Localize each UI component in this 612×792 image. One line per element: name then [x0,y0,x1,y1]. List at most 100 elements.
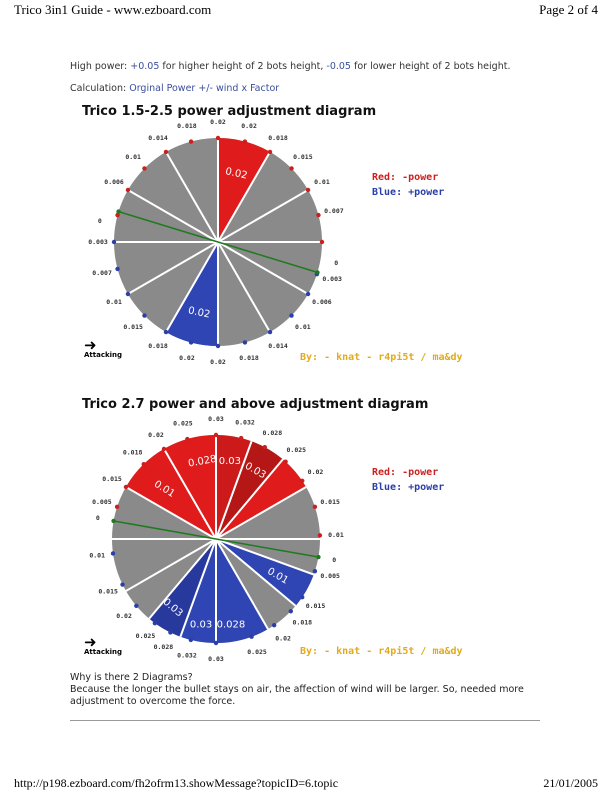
diagram1-angle-label: 0.02 [179,354,195,362]
diagram2-angle-label: 0.015 [102,475,122,483]
divider [70,720,540,721]
diagram2-marker-dot [312,504,318,510]
diagram2-colored-sector [216,459,307,539]
diagram2-colored-sector [149,539,216,637]
diagram1-marker-dot [215,135,221,141]
diagram2-marker-dot [312,568,318,574]
diagram2-angle-label: 0.01 [328,531,344,539]
diagram1-divider-line [127,189,219,243]
diagram2-marker-dot [317,533,323,538]
diagram1-wind-line [116,210,320,274]
diagram2-marker-dot [238,435,244,441]
diagram2-marker-dot [110,551,116,556]
diagram2-marker-dot [300,594,305,600]
diagram1-angle-label: 0.014 [268,342,288,350]
diagram2-angle-label: 0.025 [247,648,267,656]
diagram1-marker-dot [142,166,147,171]
diagram2-angle-label: 0.018 [293,618,313,626]
diagram2-divider-line [163,448,217,540]
diagram2-angle-label: 0 [332,556,336,564]
diagram1-marker-dot [111,239,117,245]
calculation-formula: Orginal Power +/- wind x Factor [129,83,280,94]
diagram2-sector-label: 0.028 [217,620,246,631]
diagram2-marker-dot [123,484,129,490]
diagram1-divider-line [165,241,219,333]
diagram2-sector-label: 0.03 [219,456,241,467]
diagram2-sector-label: 0.03 [190,620,212,631]
diagram2-marker-dot [188,637,194,643]
diagram1-marker-dot [316,212,321,218]
diagram2-marker-dot [111,518,116,524]
diagram2-angle-label: 0.005 [320,572,340,580]
diagram1-angle-label: 0.02 [210,118,226,126]
diagram2-angle-label: 0 [96,514,100,522]
diagram2-divider-line [148,538,217,620]
plus-value: +0.05 [130,61,160,72]
diagram1-angle-label: 0.01 [106,298,122,306]
diagram2-credit: By: - knat - r4pi5t / ma&dy [300,646,463,657]
diagram2-marker-dot [213,432,219,438]
diagram1-angle-label: 0.018 [177,122,197,130]
diagram1-angle-label: 0 [98,217,102,225]
diagram2-marker-dot [249,634,254,639]
diagram2-divider-line [215,538,315,576]
diagram1-credit: By: - knat - r4pi5t / ma&dy [300,352,463,363]
diagram1-divider-line [217,151,271,243]
diagram2-divider-line [215,538,269,630]
diagram2-angle-label: 0.018 [123,449,143,457]
diagram2-divider-line [215,538,297,607]
diagram1-attacking: ➜ Attacking [84,336,123,360]
minus-value: -0.05 [326,61,351,72]
diagram1-legend: Red: -power Blue: +power [372,172,445,198]
diagram2-title: Trico 2.7 power and above adjustment dia… [82,397,429,412]
diagram1-marker-dot [115,266,120,272]
diagram2-marker-dot [213,640,219,646]
diagram2-marker-dot [288,609,294,614]
diagram1-angle-label: 0.02 [210,358,226,366]
diagram2-angle-label: 0.03 [208,655,224,663]
diagram2-marker-dot [168,630,173,635]
diagram1-sector-label: 0.02 [224,166,248,181]
diagram1-marker-dot [188,139,194,144]
diagram1-divider-line [165,151,219,243]
diagram1-divider-line [217,241,271,333]
diagram1-colored-sector [166,242,218,346]
diagram2-angle-label: 0.032 [235,419,255,427]
page-date: 21/01/2005 [543,776,598,790]
diagram2-marker-dot [161,446,167,452]
diagram2-marker-dot [185,436,190,442]
diagram2-legend: Red: -power Blue: +power [372,467,445,493]
diagram1-angle-label: 0.003 [322,275,342,283]
diagram1-marker-dot [289,313,294,318]
diagram1-marker-dot [142,313,147,318]
diagram1-angle-label: 0.003 [88,238,108,246]
diagram1-marker-dot [163,149,169,155]
diagram1-marker-dot [215,343,221,349]
page-url: http://p198.ezboard.com/fh2ofrm13.showMe… [14,776,339,790]
diagram2-marker-dot [283,459,288,464]
diagram1-angle-label: 0.007 [92,269,112,277]
diagram1-angle-label: 0.007 [324,207,344,215]
diagram1-angle-label: 0.018 [239,354,259,362]
diagram1-sector-label: 0.02 [187,305,211,320]
diagram1-colored-sector [218,138,270,242]
diagram1-marker-dot [125,291,131,297]
diagram1-divider-line [217,189,309,243]
diagram2-angle-label: 0.02 [275,634,291,642]
diagram2-angle-label: 0.03 [208,415,224,423]
diagram2-angle-label: 0.02 [148,431,164,439]
diagram1-angle-label: 0.015 [293,153,313,161]
diagram2-angle-label: 0.02 [308,468,324,476]
diagram2-marker-dot [114,504,120,510]
high-power-line: High power: +0.05 for higher height of 2… [70,61,511,72]
diagram2-angle-label: 0.028 [154,643,174,651]
diagram1-divider-line [127,241,219,295]
diagram2-marker-dot [271,623,277,628]
diagram1-angle-label: 0.01 [125,153,141,161]
diagram1-angle-label: 0.006 [104,178,124,186]
diagram2-attacking: ➜ Attacking [84,633,123,657]
diagram2-marker-dot [316,554,321,560]
diagram2-marker-dot [141,461,146,467]
